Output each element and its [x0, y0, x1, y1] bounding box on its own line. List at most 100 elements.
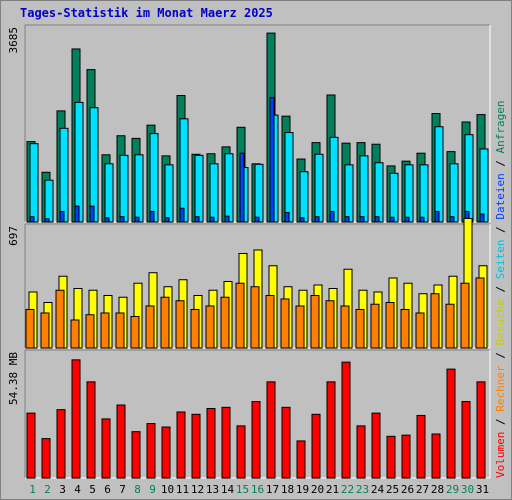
- bar-seiten-day-3: [59, 210, 65, 223]
- bar-rechner-day-14: [220, 296, 230, 349]
- x-tick-label: 2: [44, 483, 51, 496]
- bar-volumen-day-16: [251, 401, 261, 479]
- bar-volumen-day-5: [86, 381, 96, 479]
- y-max-label-bottom: 54.38 MB: [7, 352, 20, 405]
- x-tick-label: 29: [446, 483, 459, 496]
- x-tick-label: 21: [326, 483, 339, 496]
- chart-bars: [25, 32, 489, 479]
- x-tick-label: 27: [416, 483, 429, 496]
- bar-volumen-day-2: [41, 438, 51, 479]
- bar-seiten-day-18: [284, 211, 290, 223]
- x-tick-label: 12: [191, 483, 204, 496]
- bar-volumen-day-18: [281, 406, 291, 479]
- bar-seiten-day-28: [434, 210, 440, 223]
- x-tick-label: 16: [251, 483, 264, 496]
- bar-volumen-day-3: [56, 409, 66, 479]
- bar-rechner-day-9: [145, 305, 155, 349]
- bar-seiten-day-7: [119, 216, 125, 223]
- bar-seiten-day-12: [194, 216, 200, 223]
- bar-volumen-day-17: [266, 381, 276, 479]
- bar-rechner-day-25: [385, 301, 395, 349]
- x-tick-label: 19: [296, 483, 309, 496]
- bar-seiten-day-31: [479, 213, 485, 223]
- legend-besuche: Besuche: [494, 299, 507, 345]
- legend-separator: /: [494, 153, 507, 173]
- bar-volumen-day-24: [371, 412, 381, 479]
- x-tick-label: 3: [59, 483, 66, 496]
- bar-volumen-day-28: [431, 433, 441, 479]
- bar-dateien-day-16: [254, 163, 264, 223]
- bar-seiten-day-24: [374, 216, 380, 223]
- bar-volumen-day-13: [206, 407, 216, 479]
- bar-volumen-day-8: [131, 431, 141, 479]
- bar-seiten-day-23: [359, 216, 365, 223]
- bar-seiten-day-25: [389, 216, 395, 223]
- bar-volumen-day-15: [236, 425, 246, 479]
- bar-seiten-day-11: [179, 207, 185, 223]
- x-tick-label: 4: [74, 483, 81, 496]
- bar-seiten-day-27: [419, 216, 425, 223]
- x-tick-label: 23: [356, 483, 369, 496]
- bar-volumen-day-31: [476, 381, 486, 479]
- bar-dateien-day-25: [389, 172, 399, 223]
- x-tick-label: 20: [311, 483, 324, 496]
- bar-seiten-day-13: [209, 216, 215, 223]
- bar-rechner-day-31: [475, 277, 485, 349]
- bar-volumen-day-26: [401, 434, 411, 479]
- bar-rechner-day-23: [355, 308, 365, 349]
- legend-separator: /: [494, 220, 507, 240]
- x-tick-label: 11: [176, 483, 189, 496]
- bar-dateien-day-13: [209, 163, 219, 223]
- x-tick-label: 28: [431, 483, 444, 496]
- legend-seiten: Seiten: [494, 240, 507, 280]
- bar-dateien-day-11: [179, 118, 189, 223]
- bar-seiten-day-26: [404, 216, 410, 223]
- x-tick-label: 6: [104, 483, 111, 496]
- bar-rechner-day-1: [25, 308, 35, 349]
- y-axis-labels: 3685 697 54.38 MB: [7, 27, 20, 405]
- legend-separator: /: [494, 279, 507, 299]
- bar-volumen-day-6: [101, 418, 111, 479]
- x-tick-label: 13: [206, 483, 219, 496]
- x-tick-label: 31: [476, 483, 489, 496]
- bar-dateien-day-30: [464, 134, 474, 223]
- x-tick-label: 10: [161, 483, 174, 496]
- bar-dateien-day-18: [284, 132, 294, 223]
- bar-rechner-day-8: [130, 315, 140, 349]
- bar-rechner-day-12: [190, 308, 200, 349]
- x-tick-label: 30: [461, 483, 474, 496]
- bar-volumen-day-11: [176, 411, 186, 479]
- bar-volumen-day-20: [311, 413, 321, 479]
- bar-rechner-day-30: [460, 282, 470, 349]
- bar-seiten-day-16: [254, 216, 260, 223]
- bar-dateien-day-2: [44, 179, 54, 223]
- x-tick-label: 25: [386, 483, 399, 496]
- bar-seiten-day-9: [149, 210, 155, 223]
- bar-rechner-day-26: [400, 308, 410, 349]
- bar-seiten-day-6: [104, 217, 110, 223]
- bar-dateien-day-29: [449, 163, 459, 223]
- bar-dateien-day-1: [29, 143, 39, 223]
- bar-rechner-day-21: [325, 300, 335, 349]
- y-max-label-middle: 697: [7, 226, 20, 246]
- bar-dateien-day-7: [119, 154, 129, 223]
- legend-dateien: Dateien: [494, 173, 507, 219]
- bar-rechner-day-2: [40, 312, 50, 349]
- x-tick-label: 9: [149, 483, 156, 496]
- bar-volumen-day-22: [341, 361, 351, 479]
- bar-dateien-day-20: [314, 153, 324, 223]
- x-tick-label: 14: [221, 483, 235, 496]
- bar-rechner-day-3: [55, 289, 65, 349]
- bar-volumen-day-29: [446, 368, 456, 479]
- bar-rechner-day-4: [70, 319, 80, 349]
- x-tick-label: 17: [266, 483, 279, 496]
- bar-rechner-day-18: [280, 298, 290, 349]
- bar-rechner-day-13: [205, 305, 215, 349]
- bar-dateien-day-9: [149, 133, 159, 223]
- bar-seiten-day-5: [89, 205, 95, 223]
- bar-seiten-day-29: [449, 216, 455, 223]
- bar-seiten-day-22: [344, 216, 350, 223]
- bar-rechner-day-19: [295, 305, 305, 349]
